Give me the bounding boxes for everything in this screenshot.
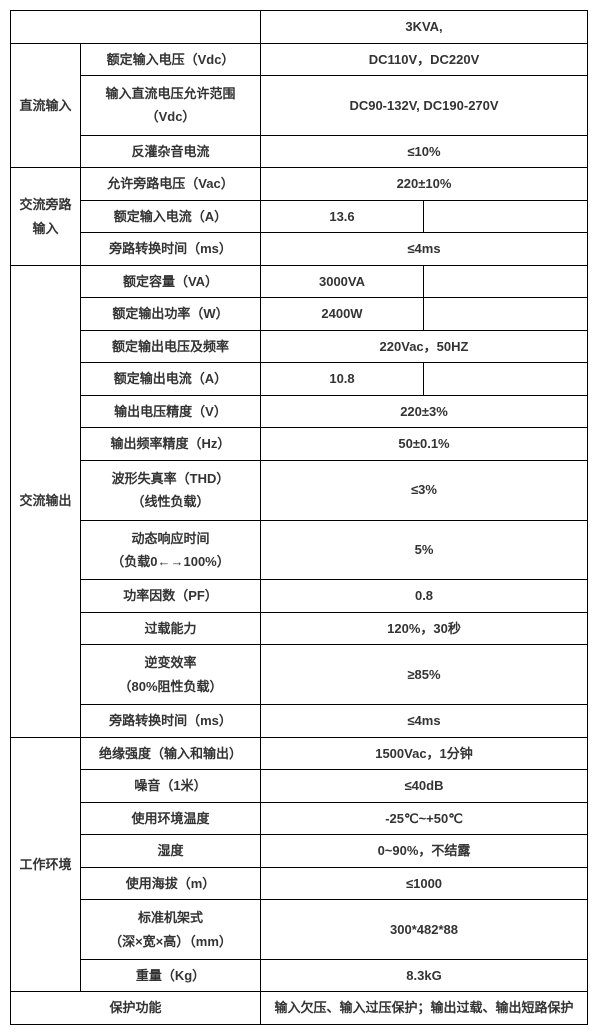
param-value: ≤4ms	[261, 705, 588, 738]
section-dc-input: 直流输入	[11, 43, 81, 168]
table-row: 额定输入电流（A） 13.6	[11, 200, 588, 233]
section-ac-bypass: 交流旁路 输入	[11, 168, 81, 266]
param-value: 13.6	[261, 200, 424, 233]
table-row: 交流旁路 输入 允许旁路电压（Vac） 220±10%	[11, 168, 588, 201]
param-label: 噪音（1米）	[81, 770, 261, 803]
table-row: 直流输入 额定输入电压（Vdc） DC110V，DC220V	[11, 43, 588, 76]
param-value: ≤4ms	[261, 233, 588, 266]
table-row: 工作环境 绝缘强度（输入和输出） 1500Vac，1分钟	[11, 737, 588, 770]
param-label: 旁路转换时间（ms）	[81, 233, 261, 266]
param-label: 输入直流电压允许范围 （Vdc）	[81, 76, 261, 136]
param-value: 1500Vac，1分钟	[261, 737, 588, 770]
table-row: 使用海拔（m） ≤1000	[11, 867, 588, 900]
table-row: 重量（Kg） 8.3kG	[11, 959, 588, 992]
param-value: 3000VA	[261, 265, 424, 298]
param-label: 输出电压精度（V）	[81, 395, 261, 428]
param-value: 输入欠压、输入过压保护；输出过载、输出短路保护	[261, 992, 588, 1025]
spec-table: 3KVA, 直流输入 额定输入电压（Vdc） DC110V，DC220V 输入直…	[10, 10, 588, 1025]
table-row: 旁路转换时间（ms） ≤4ms	[11, 233, 588, 266]
param-label: 使用环境温度	[81, 802, 261, 835]
param-value: 8.3kG	[261, 959, 588, 992]
section-work-env: 工作环境	[11, 737, 81, 992]
param-label: 湿度	[81, 835, 261, 868]
table-row: 波形失真率（THD） （线性负载） ≤3%	[11, 460, 588, 520]
param-value: 0~90%，不结露	[261, 835, 588, 868]
param-value	[424, 265, 588, 298]
param-value: 220±10%	[261, 168, 588, 201]
table-row: 功率因数（PF） 0.8	[11, 580, 588, 613]
param-label: 额定容量（VA）	[81, 265, 261, 298]
param-label: 输出频率精度（Hz）	[81, 428, 261, 461]
param-value: DC110V，DC220V	[261, 43, 588, 76]
param-value: 120%，30秒	[261, 612, 588, 645]
param-value: DC90-132V, DC190-270V	[261, 76, 588, 136]
param-label: 旁路转换时间（ms）	[81, 705, 261, 738]
param-label: 额定输入电压（Vdc）	[81, 43, 261, 76]
section-ac-output: 交流输出	[11, 265, 81, 737]
param-value: -25℃~+50℃	[261, 802, 588, 835]
param-value: ≤1000	[261, 867, 588, 900]
param-label: 反灌杂音电流	[81, 135, 261, 168]
table-row: 保护功能 输入欠压、输入过压保护；输出过载、输出短路保护	[11, 992, 588, 1025]
table-row: 反灌杂音电流 ≤10%	[11, 135, 588, 168]
param-value	[424, 298, 588, 331]
param-value: 220±3%	[261, 395, 588, 428]
table-row: 输入直流电压允许范围 （Vdc） DC90-132V, DC190-270V	[11, 76, 588, 136]
param-value: 2400W	[261, 298, 424, 331]
param-label: 额定输出电流（A）	[81, 363, 261, 396]
param-value	[424, 363, 588, 396]
param-label: 波形失真率（THD） （线性负载）	[81, 460, 261, 520]
table-row: 噪音（1米） ≤40dB	[11, 770, 588, 803]
param-label: 额定输入电流（A）	[81, 200, 261, 233]
table-row: 逆变效率 （80%阻性负载） ≥85%	[11, 645, 588, 705]
param-value: 300*482*88	[261, 900, 588, 960]
table-row: 标准机架式 （深×宽×高）（mm） 300*482*88	[11, 900, 588, 960]
param-value: 10.8	[261, 363, 424, 396]
param-value: ≤3%	[261, 460, 588, 520]
param-value	[424, 200, 588, 233]
param-value: ≤10%	[261, 135, 588, 168]
param-label: 动态响应时间 （负载0←→100%）	[81, 520, 261, 580]
param-value: ≤40dB	[261, 770, 588, 803]
table-row: 额定输出电压及频率 220Vac，50HZ	[11, 330, 588, 363]
table-row: 动态响应时间 （负载0←→100%） 5%	[11, 520, 588, 580]
param-label: 使用海拔（m）	[81, 867, 261, 900]
param-label: 允许旁路电压（Vac）	[81, 168, 261, 201]
table-row: 交流输出 额定容量（VA） 3000VA	[11, 265, 588, 298]
section-protection: 保护功能	[11, 992, 261, 1025]
param-label: 标准机架式 （深×宽×高）（mm）	[81, 900, 261, 960]
param-label: 功率因数（PF）	[81, 580, 261, 613]
table-row: 额定输出电流（A） 10.8	[11, 363, 588, 396]
table-row: 额定输出功率（W） 2400W	[11, 298, 588, 331]
param-value: ≥85%	[261, 645, 588, 705]
table-row: 过载能力 120%，30秒	[11, 612, 588, 645]
table-row: 旁路转换时间（ms） ≤4ms	[11, 705, 588, 738]
header-row: 3KVA,	[11, 11, 588, 44]
table-row: 输出电压精度（V） 220±3%	[11, 395, 588, 428]
table-row: 湿度 0~90%，不结露	[11, 835, 588, 868]
param-value: 5%	[261, 520, 588, 580]
param-value: 220Vac，50HZ	[261, 330, 588, 363]
param-label: 额定输出功率（W）	[81, 298, 261, 331]
param-value: 0.8	[261, 580, 588, 613]
param-value: 50±0.1%	[261, 428, 588, 461]
table-row: 输出频率精度（Hz） 50±0.1%	[11, 428, 588, 461]
param-label: 逆变效率 （80%阻性负载）	[81, 645, 261, 705]
param-label: 额定输出电压及频率	[81, 330, 261, 363]
param-label: 过载能力	[81, 612, 261, 645]
header-blank	[11, 11, 261, 44]
header-model: 3KVA,	[261, 11, 588, 44]
param-label: 绝缘强度（输入和输出）	[81, 737, 261, 770]
param-label: 重量（Kg）	[81, 959, 261, 992]
table-row: 使用环境温度 -25℃~+50℃	[11, 802, 588, 835]
